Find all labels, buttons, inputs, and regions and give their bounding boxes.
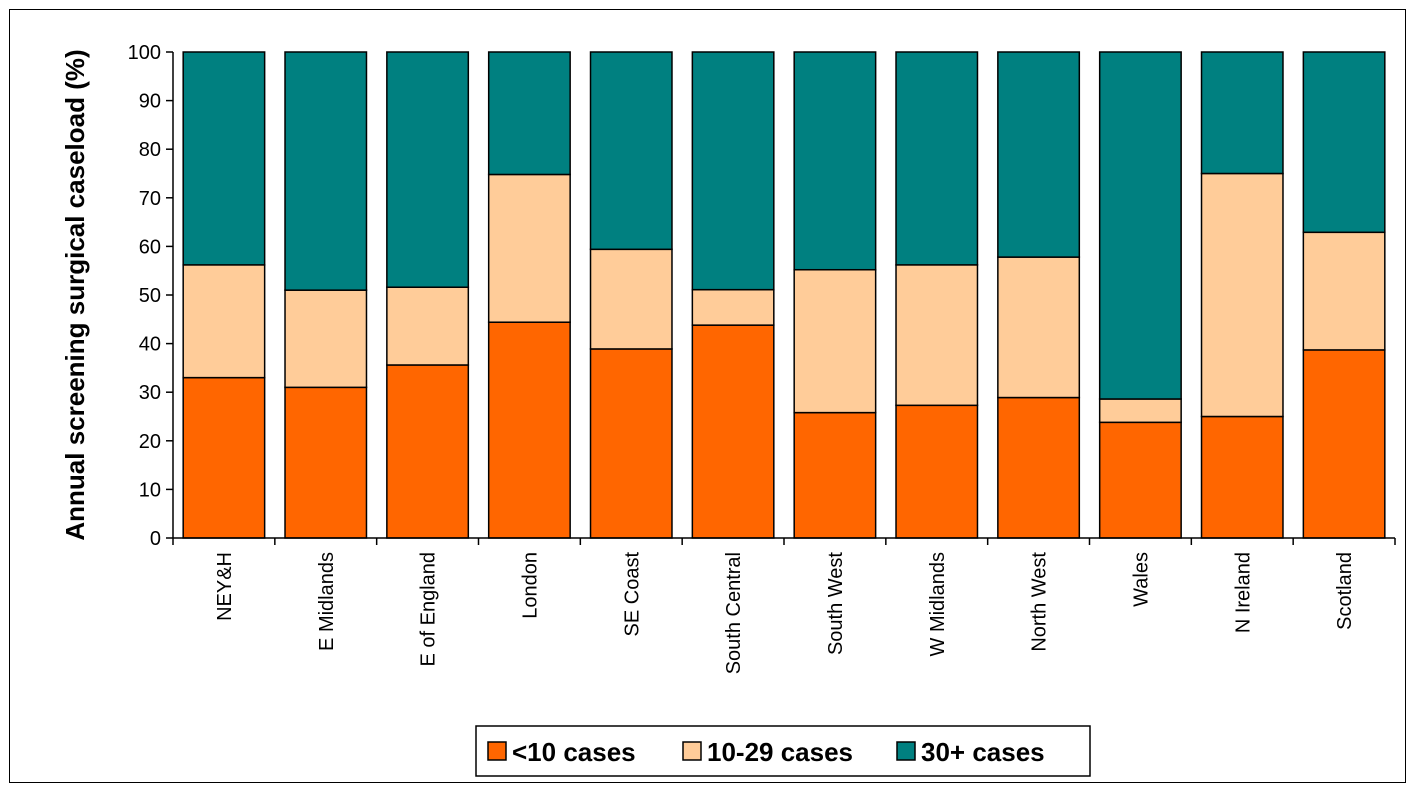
y-tick-label-10: 10	[139, 479, 161, 501]
legend-label-2: 10-29 cases	[707, 737, 853, 767]
legend-label-3: 30+ cases	[921, 737, 1045, 767]
bar-1-5	[589, 348, 673, 539]
bar-3-6	[691, 51, 775, 291]
bar-3-3	[386, 51, 470, 288]
bar-1-3	[386, 364, 470, 539]
legend-label-1: <10 cases	[512, 737, 636, 767]
y-tick-label-60: 60	[139, 236, 161, 258]
stacked-bar-chart: 0 10 20 30 40 50 60 70 80 90 100 NEY&H E Midlands E o…	[60, 42, 1396, 777]
x-tick-label-3: E of England	[418, 552, 440, 667]
bar-2-1	[182, 264, 266, 379]
y-tick-label-50: 50	[139, 285, 161, 307]
bar-2-5	[589, 248, 673, 350]
bar-2-3	[386, 286, 470, 366]
bar-3-11	[1200, 51, 1284, 175]
bar-1-12	[1302, 349, 1386, 539]
bar-2-10	[1098, 398, 1182, 424]
x-tick-label-6: South Central	[723, 552, 745, 674]
y-tick-label-100: 100	[128, 42, 161, 64]
x-tick-label-8: W Midlands	[927, 552, 949, 656]
legend: <10 cases 10-29 cases 30+ cases	[475, 725, 1091, 777]
legend-swatch-1	[487, 741, 507, 761]
legend-swatch-2	[682, 741, 702, 761]
y-tick-label-80: 80	[139, 139, 161, 161]
x-tick-label-11: N Ireland	[1232, 552, 1254, 633]
bar-2-7	[793, 268, 877, 414]
x-tick-label-10: Wales	[1130, 552, 1152, 607]
bar-1-7	[793, 411, 877, 539]
bar-1-6	[691, 324, 775, 539]
bar-2-8	[895, 264, 979, 407]
bar-1-11	[1200, 415, 1284, 539]
bar-3-12	[1302, 51, 1386, 234]
bar-1-4	[487, 321, 571, 539]
bar-1-10	[1098, 421, 1182, 539]
bar-2-9	[997, 256, 1081, 399]
x-tick-label-2: E Midlands	[316, 552, 338, 651]
bar-1-9	[997, 396, 1081, 539]
y-tick-label-30: 30	[139, 382, 161, 404]
bar-2-11	[1200, 172, 1284, 418]
bar-1-1	[182, 376, 266, 539]
legend-box	[475, 725, 1091, 777]
axes-layer	[166, 51, 1396, 545]
bar-3-7	[793, 51, 877, 271]
y-tick-label-20: 20	[139, 431, 161, 453]
x-tick-label-9: North West	[1029, 552, 1051, 652]
y-axis-title: Annual screening surgical caseload (%)	[60, 49, 90, 540]
y-tick-label-90: 90	[139, 91, 161, 113]
bar-2-2	[284, 289, 368, 389]
bar-1-8	[895, 404, 979, 539]
legend-swatch-3	[896, 741, 916, 761]
x-tick-label-4: London	[519, 552, 541, 619]
x-tick-label-1: NEY&H	[214, 552, 236, 621]
bar-2-6	[691, 288, 775, 326]
chart-frame: 0 10 20 30 40 50 60 70 80 90 100 NEY&H E Midlands E o…	[9, 9, 1406, 783]
bar-2-12	[1302, 231, 1386, 351]
bar-2-4	[487, 173, 571, 323]
bar-3-2	[284, 51, 368, 291]
x-tick-label-5: SE Coast	[621, 552, 643, 637]
x-tick-label-12: Scotland	[1334, 552, 1356, 630]
bar-3-4	[487, 51, 571, 176]
y-tick-label-0: 0	[150, 528, 161, 550]
bar-3-9	[997, 51, 1081, 258]
y-tick-label-70: 70	[139, 188, 161, 210]
x-tick-label-7: South West	[825, 552, 847, 655]
bar-1-2	[284, 386, 368, 539]
bar-3-5	[589, 51, 673, 251]
bar-3-10	[1098, 51, 1182, 400]
bar-3-8	[895, 51, 979, 266]
labels-layer: 0 10 20 30 40 50 60 70 80 90 100 NEY&H E Midlands E o…	[128, 42, 1356, 674]
bar-3-1	[182, 51, 266, 266]
bars-layer	[182, 51, 1386, 539]
y-tick-label-40: 40	[139, 334, 161, 356]
